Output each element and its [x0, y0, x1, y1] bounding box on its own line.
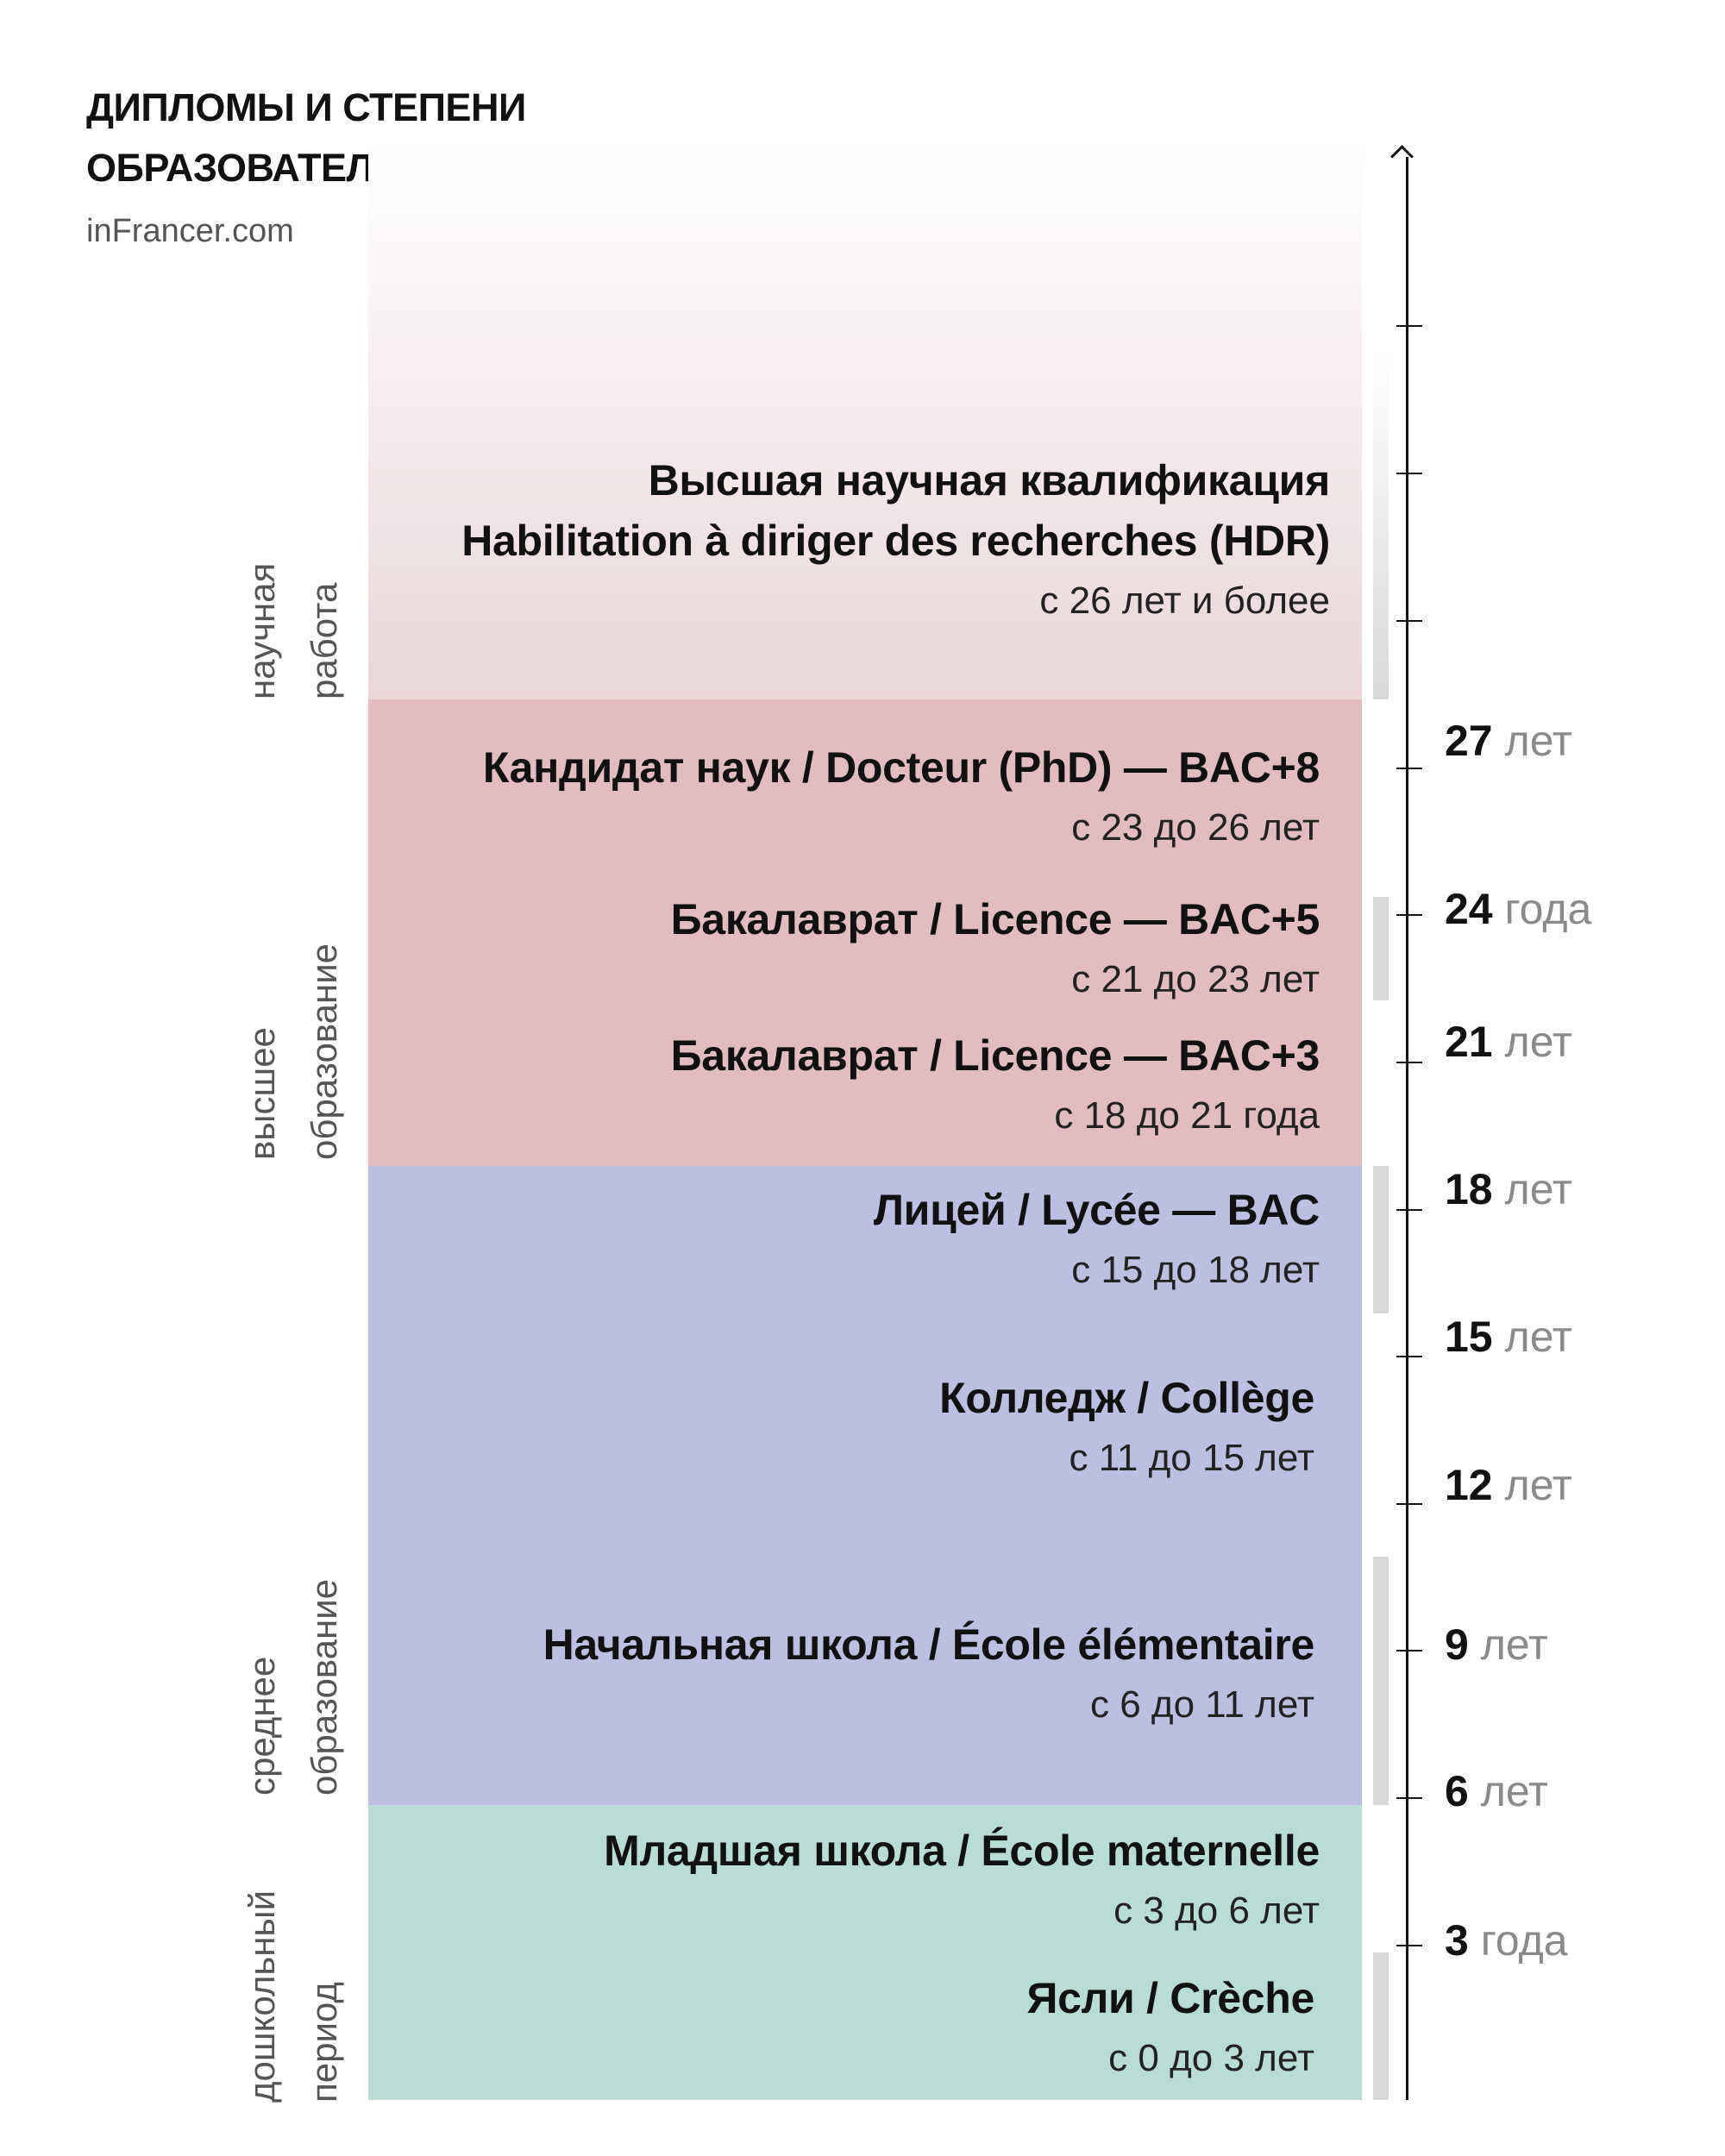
item-ages: с 6 до 11 лет: [1089, 1683, 1314, 1726]
age-label: 6 лет: [1445, 1767, 1548, 1815]
section-label-research: научная работа: [231, 563, 355, 699]
item-title: Ясли / Crèche: [1026, 1974, 1314, 2022]
item-ecole-maternelle: Младшая школа / École maternelle с 3 до …: [604, 1821, 1320, 1941]
age-label: 27 лет: [1445, 717, 1572, 765]
age-label: 24 года: [1445, 885, 1592, 933]
item-ages: с 21 до 23 лет: [1071, 958, 1320, 1000]
axis-tick: [1396, 620, 1422, 622]
axis-tick: [1396, 768, 1422, 769]
axis-tick: [1396, 1650, 1422, 1651]
axis-tick: [1396, 1945, 1422, 1946]
item-title: Колледж / Collège: [939, 1374, 1314, 1422]
item-title: Бакалаврат / Licence — BAC+5: [670, 895, 1320, 943]
section-label-line: образование: [304, 1578, 344, 1796]
item-ages: с 3 до 6 лет: [1113, 1890, 1320, 1932]
axis-tick: [1396, 914, 1422, 916]
item-licence-bac5: Бакалаврат / Licence — BAC+5 с 21 до 23 …: [671, 889, 1320, 1010]
axis-tick: [1396, 1209, 1422, 1211]
section-label-line: период: [304, 1982, 344, 2103]
band-preschool: [368, 1805, 1362, 2100]
duration-bar: [1373, 352, 1389, 699]
item-title: Высшая научная квалификация: [648, 456, 1331, 505]
axis-tick: [1396, 1503, 1422, 1505]
item-ages: с 15 до 18 лет: [1071, 1249, 1320, 1291]
age-label: 12 лет: [1445, 1461, 1572, 1509]
arrow-up-icon: [1390, 145, 1414, 168]
item-ages: с 18 до 21 года: [1054, 1094, 1320, 1137]
axis-tick: [1396, 325, 1422, 327]
axis-tick: [1396, 473, 1422, 474]
site-name: inFrancer.com: [86, 213, 294, 249]
axis-tick: [1396, 1062, 1422, 1063]
item-creche: Ясли / Crèche с 0 до 3 лет: [1026, 1968, 1314, 2089]
item-title-fr: Habilitation à diriger des recherches (H…: [461, 517, 1330, 565]
item-title: Младшая школа / École maternelle: [604, 1827, 1320, 1875]
duration-bar: [1373, 1557, 1389, 1805]
item-lycee: Лицей / Lycée — BAC с 15 до 18 лет: [874, 1180, 1320, 1300]
age-label: 15 лет: [1445, 1313, 1572, 1361]
age-axis: [1406, 157, 1408, 2100]
item-ecole-elementaire: Начальная школа / École élémentaire с 6 …: [543, 1614, 1315, 1735]
section-label-line: научная: [242, 562, 282, 699]
item-title: Бакалаврат / Licence — BAC+3: [670, 1031, 1320, 1080]
duration-bar: [1373, 1166, 1389, 1313]
item-ages: с 11 до 15 лет: [1069, 1437, 1315, 1479]
section-label-higher: высшее образование: [231, 943, 355, 1160]
age-label: 3 года: [1445, 1916, 1568, 1965]
age-label: 9 лет: [1445, 1620, 1548, 1669]
age-label: 18 лет: [1445, 1165, 1572, 1213]
axis-tick: [1396, 1797, 1422, 1799]
item-title: Кандидат наук / Docteur (PhD) — BAC+8: [482, 743, 1320, 792]
item-title: Лицей / Lycée — BAC: [873, 1186, 1320, 1234]
section-label-secondary: среднее образование: [231, 1579, 355, 1796]
item-docteur: Кандидат наук / Docteur (PhD) — BAC+8 с …: [483, 737, 1320, 858]
item-licence-bac3: Бакалаврат / Licence — BAC+3 с 18 до 21 …: [671, 1025, 1320, 1146]
axis-tick: [1396, 1356, 1422, 1357]
age-label: 21 лет: [1445, 1018, 1572, 1066]
item-ages: с 26 лет и более: [1039, 580, 1330, 622]
band-secondary-education: [368, 1166, 1362, 1805]
section-label-line: дошкольный: [242, 1890, 282, 2103]
item-ages: с 23 до 26 лет: [1071, 806, 1320, 849]
section-label-line: образование: [304, 943, 344, 1160]
item-hdr: Высшая научная квалификация Habilitation…: [461, 450, 1330, 631]
title-line-1: ДИПЛОМЫ И СТЕПЕНИ: [86, 85, 526, 129]
section-label-line: работа: [304, 582, 344, 699]
band-higher-education: [368, 699, 1362, 1166]
item-college: Колледж / Collège с 11 до 15 лет: [939, 1368, 1314, 1489]
duration-bar: [1373, 897, 1389, 1000]
band-research: [368, 145, 1362, 699]
section-label-preschool: дошкольный период: [231, 1890, 355, 2103]
section-label-line: среднее: [242, 1656, 282, 1796]
item-ages: с 0 до 3 лет: [1108, 2037, 1314, 2079]
item-title: Начальная школа / École élémentaire: [543, 1620, 1315, 1669]
section-label-line: высшее: [242, 1027, 282, 1160]
duration-bar: [1373, 1952, 1389, 2100]
